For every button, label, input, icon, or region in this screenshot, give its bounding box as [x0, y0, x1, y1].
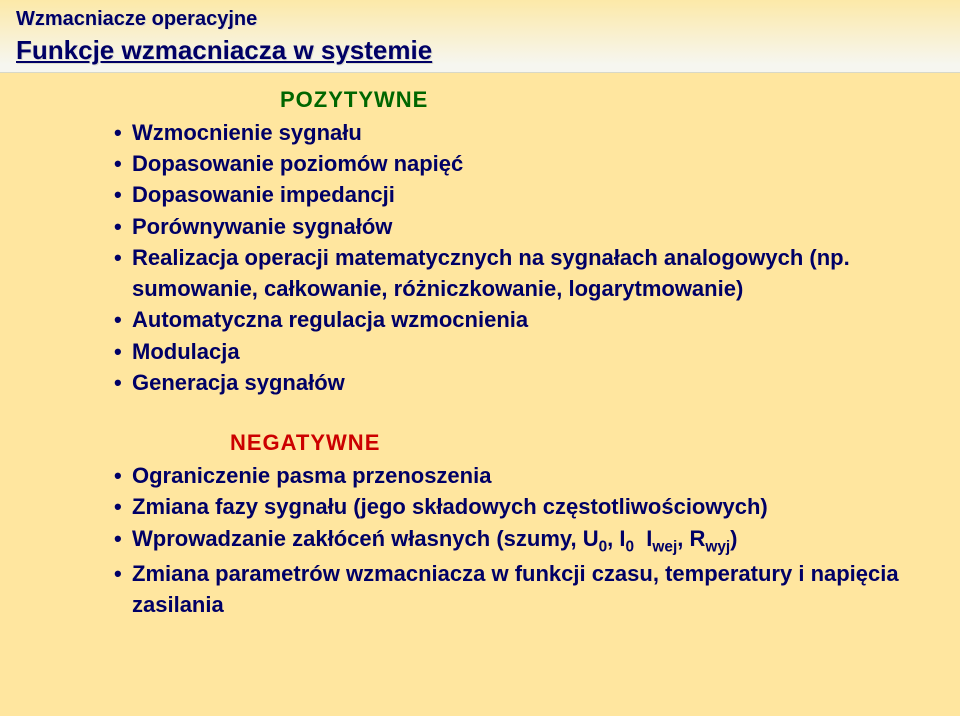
list-item: Porównywanie sygnałów — [110, 211, 920, 242]
list-item: Wprowadzanie zakłóceń własnych (szumy, U… — [110, 523, 920, 558]
slide-content: POZYTYWNE Wzmocnienie sygnału Dopasowani… — [0, 73, 960, 640]
list-item: Dopasowanie poziomów napięć — [110, 148, 920, 179]
slide-header: Wzmacniacze operacyjne Funkcje wzmacniac… — [0, 0, 960, 73]
list-item: Modulacja — [110, 336, 920, 367]
list-item: Zmiana parametrów wzmacniacza w funkcji … — [110, 558, 920, 620]
negative-title: NEGATYWNE — [230, 430, 920, 456]
header-line1: Wzmacniacze operacyjne — [16, 8, 944, 31]
negative-list: Ograniczenie pasma przenoszenia Zmiana f… — [110, 460, 920, 620]
list-item: Ograniczenie pasma przenoszenia — [110, 460, 920, 491]
list-item: Automatyczna regulacja wzmocnienia — [110, 304, 920, 335]
list-item: Zmiana fazy sygnału (jego składowych czę… — [110, 491, 920, 522]
header-line2: Funkcje wzmacniacza w systemie — [16, 35, 944, 66]
positive-list: Wzmocnienie sygnału Dopasowanie poziomów… — [110, 117, 920, 398]
list-item: Dopasowanie impedancji — [110, 179, 920, 210]
positive-title: POZYTYWNE — [280, 87, 920, 113]
list-item: Wzmocnienie sygnału — [110, 117, 920, 148]
list-item: Realizacja operacji matematycznych na sy… — [110, 242, 920, 304]
list-item: Generacja sygnałów — [110, 367, 920, 398]
